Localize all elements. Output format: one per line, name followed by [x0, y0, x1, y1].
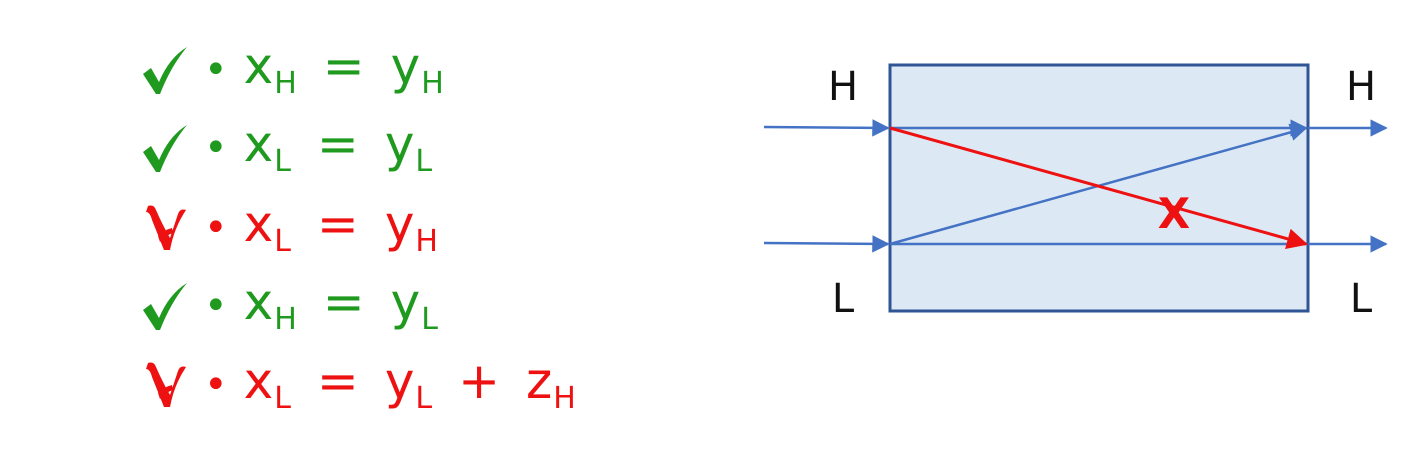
lhs-var: x	[243, 351, 274, 410]
rule-row: • xH = yL	[140, 266, 438, 346]
lhs-sub: H	[274, 302, 297, 338]
flow-rules-list: • xH = yH • xL = yL • xL = yH • xH = yL • xL = yL +…	[140, 30, 576, 425]
cross-icon	[140, 198, 190, 258]
information-flow-diagram: X H L H L	[763, 63, 1388, 322]
lhs-var: x	[243, 194, 274, 253]
lhs-var: x	[243, 36, 274, 95]
rhs-sub: L	[421, 302, 438, 338]
lhs-sub: L	[274, 381, 291, 417]
lhs-var: x	[243, 114, 274, 173]
rhs-var: y	[384, 351, 415, 410]
extra-operator: +	[458, 351, 501, 410]
extra-var: z	[526, 351, 553, 410]
low-input-arrow	[763, 235, 890, 253]
bullet: •	[204, 205, 228, 251]
lhs-sub: L	[274, 144, 291, 180]
input-high-label: H	[828, 64, 858, 110]
cross-icon	[140, 355, 190, 415]
operator: =	[322, 272, 365, 331]
rule-row: • xL = yH	[140, 188, 438, 268]
lhs-var: x	[243, 272, 274, 331]
equation: xL = yL + zH	[244, 356, 576, 415]
equation: xL = yH	[244, 199, 438, 258]
lhs-sub: L	[274, 224, 291, 260]
extra-sub: H	[553, 381, 576, 417]
rhs-sub: H	[421, 66, 444, 102]
rhs-var: y	[384, 114, 415, 173]
operator: =	[316, 194, 359, 253]
output-low-label: L	[1350, 276, 1373, 322]
output-high-label: H	[1346, 64, 1376, 110]
lhs-sub: H	[274, 66, 297, 102]
rhs-var: y	[390, 272, 421, 331]
check-icon	[140, 276, 190, 336]
rhs-sub: L	[415, 144, 433, 180]
rule-row: • xL = yL + zH	[140, 345, 576, 425]
operator: =	[316, 351, 359, 410]
operator: =	[322, 36, 365, 95]
bullet: •	[204, 47, 228, 93]
high-to-low-flow-forbidden	[889, 126, 1309, 250]
rule-row: • xH = yH	[140, 30, 444, 110]
rhs-var: y	[384, 194, 415, 253]
rhs-sub: H	[415, 224, 438, 260]
check-icon	[140, 118, 190, 178]
forbidden-flow-mark: X	[1158, 189, 1190, 238]
input-low-label: L	[832, 276, 855, 322]
high-input-arrow	[763, 119, 890, 137]
check-icon	[140, 40, 190, 100]
equation: xL = yL	[244, 119, 433, 178]
equation: xH = yH	[244, 41, 444, 100]
bullet: •	[204, 362, 228, 408]
equation: xH = yL	[244, 277, 438, 336]
rule-row: • xL = yL	[140, 108, 432, 188]
system-box	[888, 63, 1310, 313]
rhs-sub: L	[415, 381, 433, 417]
bullet: •	[204, 125, 228, 171]
bullet: •	[204, 283, 228, 329]
rhs-var: y	[390, 36, 421, 95]
operator: =	[316, 114, 359, 173]
